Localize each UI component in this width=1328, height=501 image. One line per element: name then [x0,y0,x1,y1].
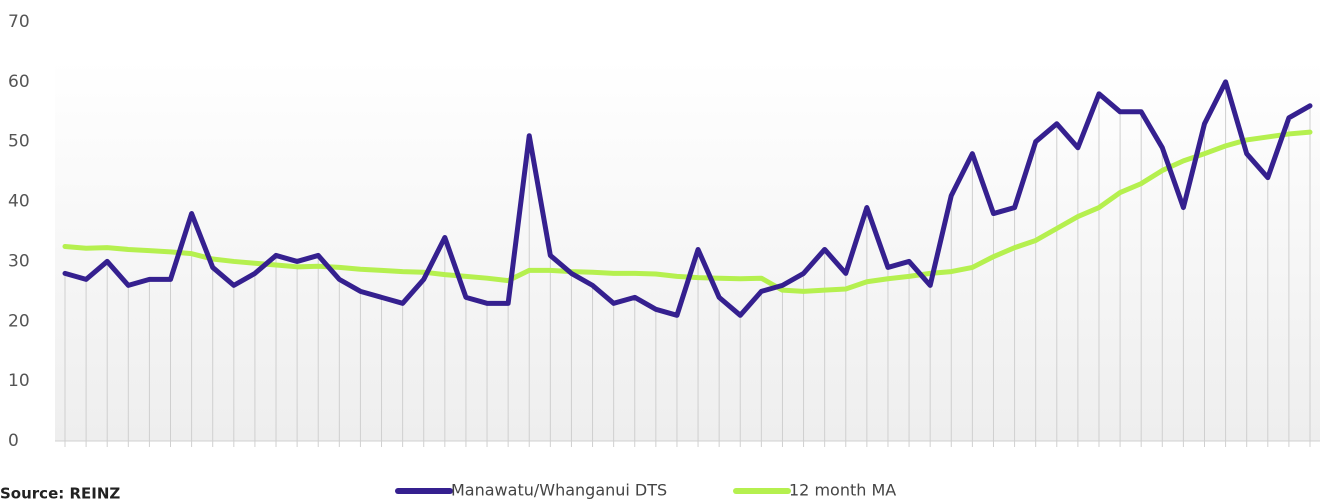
y-tick-label: 0 [8,431,19,451]
y-tick-label: 30 [8,251,30,271]
y-tick-label: 10 [8,371,30,391]
y-tick-label: 40 [8,192,30,212]
plot-background [55,60,1320,441]
y-tick-label: 60 [8,72,30,92]
source: Source: REINZ [0,485,120,501]
y-tick-label: 70 [8,12,30,32]
legend-label: Manawatu/Whanganui DTS [451,481,667,500]
y-tick-label: 50 [8,132,30,152]
legend-label: 12 month MA [789,481,896,500]
series-line [62,79,1313,318]
y-tick-label: 20 [8,311,30,331]
